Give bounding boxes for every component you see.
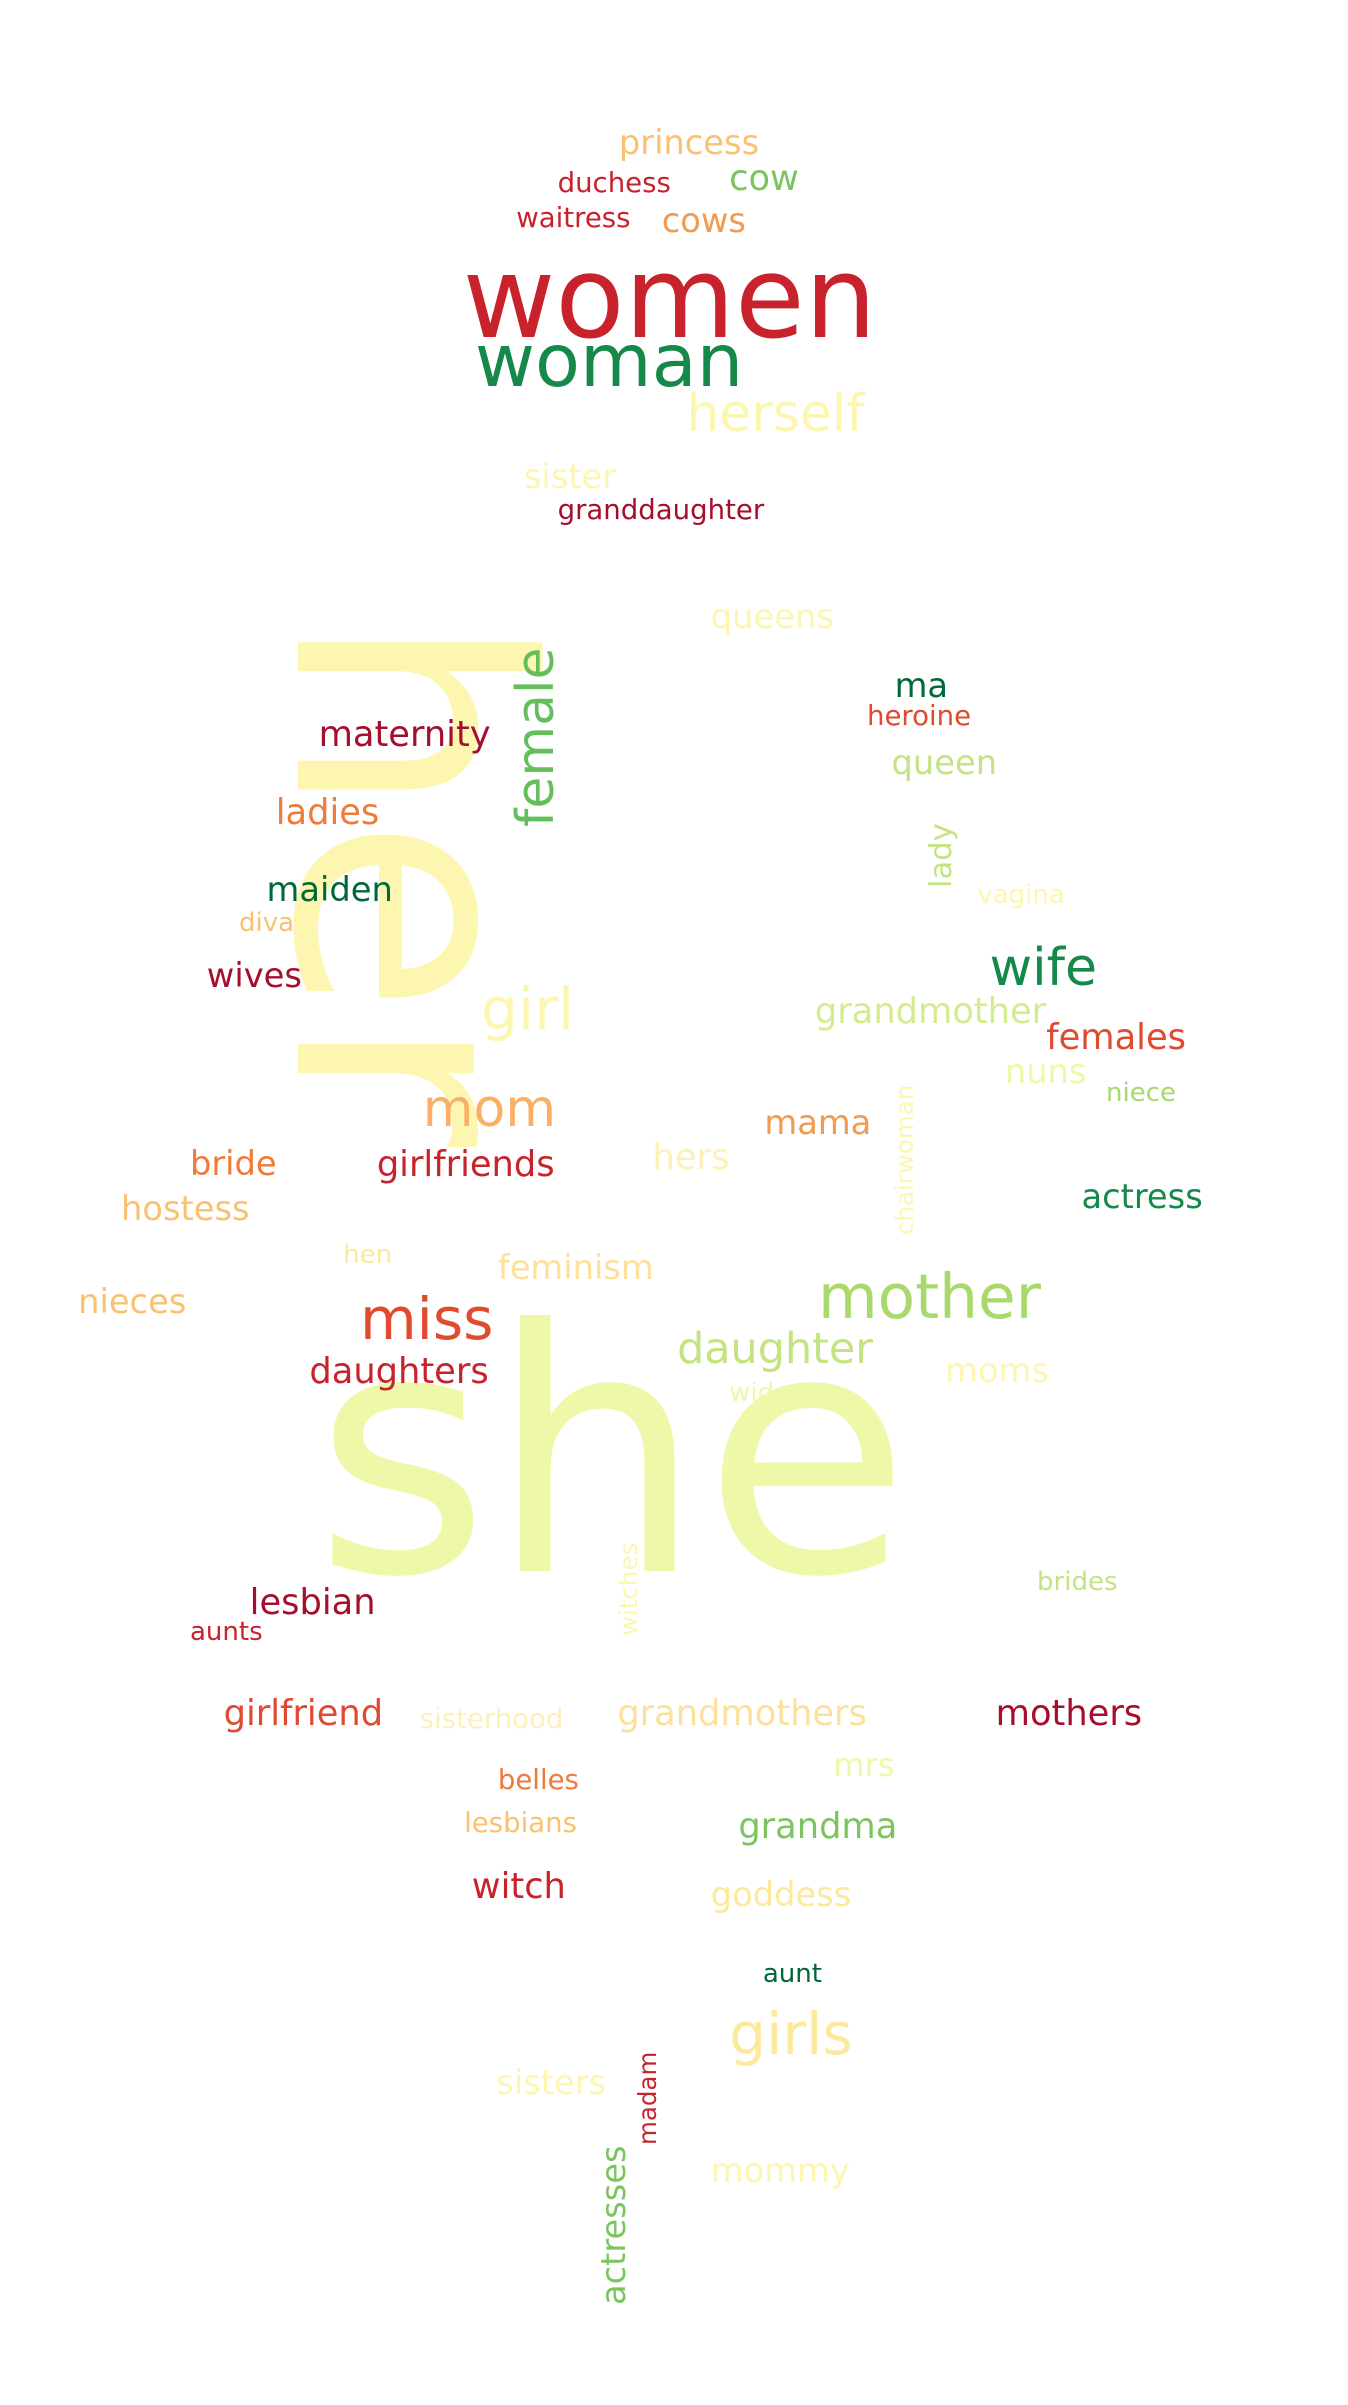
word-mommy: mommy (710, 2150, 850, 2190)
word-wives: wives (206, 955, 302, 995)
word-aunts: aunts (189, 1617, 263, 1648)
word-sister: sister (523, 456, 617, 496)
word-queens: queens (710, 597, 834, 637)
word-hen: hen (343, 1240, 393, 1271)
word-grandmother: grandmother (814, 991, 1047, 1033)
word-mom: mom (422, 1078, 557, 1139)
word-duchess: duchess (557, 165, 671, 199)
word-brides: brides (1037, 1566, 1118, 1597)
word-girlfriend: girlfriend (223, 1692, 384, 1734)
word-bride: bride (189, 1144, 277, 1184)
word-women: women (462, 232, 877, 365)
word-hers: hers (652, 1136, 730, 1178)
word-nuns: nuns (1004, 1052, 1087, 1092)
word-lesbians: lesbians (464, 1806, 577, 1840)
word-girls: girls (729, 2000, 853, 2069)
word-mothers: mothers (995, 1692, 1143, 1734)
word-granddaughter: granddaughter (557, 493, 765, 527)
word-girl: girl (480, 975, 575, 1044)
word-aunt: aunt (762, 1958, 822, 1989)
word-vagina: vagina (977, 880, 1065, 911)
word-heroine: heroine (867, 698, 972, 732)
word-madam: madam (632, 2051, 662, 2145)
word-ladies: ladies (275, 792, 380, 833)
word-females: females (1046, 1017, 1186, 1059)
word-niece: niece (1105, 1077, 1177, 1108)
word-grandmothers: grandmothers (617, 1692, 867, 1734)
word-cows: cows (661, 200, 746, 240)
word-cow: cow (729, 157, 799, 199)
word-ma: ma (894, 666, 949, 706)
word-mrs: mrs (833, 1746, 895, 1785)
word-belles: belles (497, 1763, 579, 1797)
word-sisters: sisters (496, 2063, 607, 2103)
word-lady: lady (923, 823, 959, 889)
word-maiden: maiden (266, 870, 393, 910)
word-female: female (506, 647, 567, 828)
word-goddess: goddess (710, 1875, 852, 1914)
word-woman: woman (474, 318, 744, 404)
word-daughter: daughter (677, 1324, 873, 1375)
word-diva: diva (238, 907, 295, 938)
word-wife: wife (989, 938, 1097, 999)
word-girlfriends: girlfriends (376, 1144, 555, 1186)
word-hostess: hostess (121, 1188, 250, 1228)
word-she: she (314, 1258, 911, 1651)
word-maternity: maternity (318, 713, 491, 755)
word-feminism: feminism (497, 1248, 654, 1288)
word-waitress: waitress (516, 200, 631, 234)
word-witch: witch (471, 1865, 566, 1907)
word-actress: actress (1081, 1176, 1203, 1216)
word-queen: queen (891, 742, 998, 782)
word-herself: herself (686, 383, 865, 444)
word-nieces: nieces (78, 1282, 187, 1322)
word-actresses: actresses (594, 2145, 634, 2306)
word-moms: moms (945, 1351, 1049, 1391)
word-mother: mother (817, 1261, 1041, 1333)
word-grandma: grandma (738, 1806, 898, 1848)
word-mama: mama (764, 1102, 872, 1142)
word-witches: witches (614, 1542, 644, 1636)
word-princess: princess (618, 122, 760, 162)
word-chairwoman: chairwoman (890, 1084, 920, 1235)
word-miss: miss (359, 1284, 494, 1353)
word-daughters: daughters (309, 1351, 489, 1393)
word-lesbian: lesbian (249, 1582, 376, 1624)
word-sisterhood: sisterhood (419, 1701, 564, 1735)
word-widow: widow (729, 1378, 812, 1409)
